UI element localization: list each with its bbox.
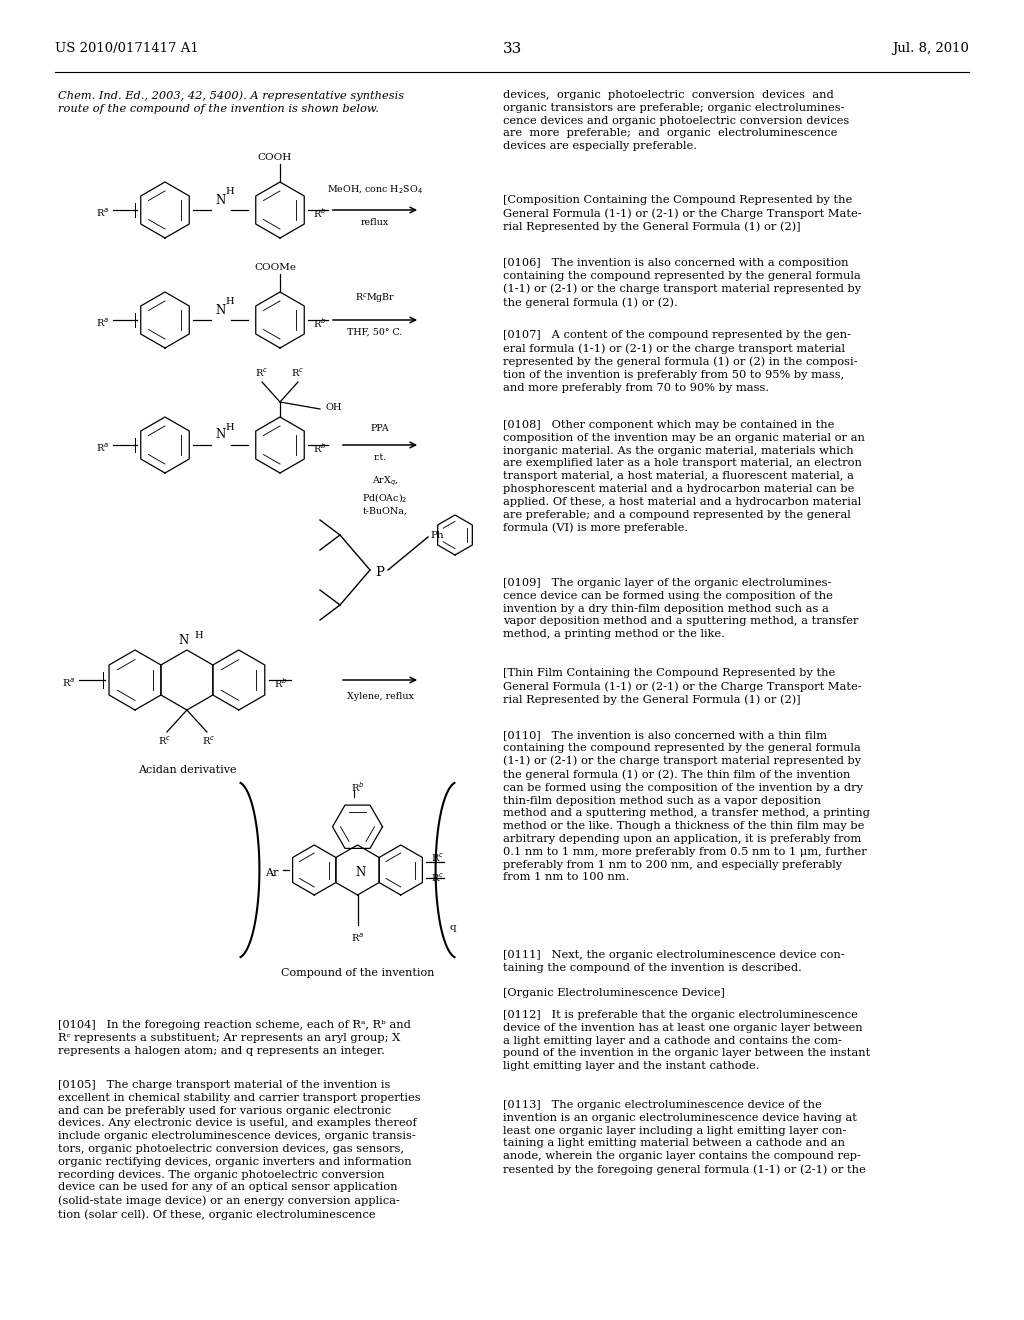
Text: THF, 50° C.: THF, 50° C. xyxy=(347,327,402,337)
Text: [0105]   The charge transport material of the invention is
excellent in chemical: [0105] The charge transport material of … xyxy=(58,1080,421,1220)
Text: [0110]   The invention is also concerned with a thin film
containing the compoun: [0110] The invention is also concerned w… xyxy=(503,730,869,882)
Text: N: N xyxy=(215,429,225,441)
Text: Ar: Ar xyxy=(265,869,279,878)
Text: Jul. 8, 2010: Jul. 8, 2010 xyxy=(892,42,969,55)
Text: N: N xyxy=(215,194,225,206)
Text: US 2010/0171417 A1: US 2010/0171417 A1 xyxy=(55,42,199,55)
Text: R$^b$: R$^b$ xyxy=(351,780,365,793)
Text: H: H xyxy=(225,422,233,432)
Text: [0106]   The invention is also concerned with a composition
containing the compo: [0106] The invention is also concerned w… xyxy=(503,257,861,308)
Text: reflux: reflux xyxy=(360,218,389,227)
Text: COOH: COOH xyxy=(258,153,292,162)
Text: N: N xyxy=(355,866,366,879)
Text: [0104]   In the foregoing reaction scheme, each of Rᵃ, Rᵇ and
Rᶜ represents a su: [0104] In the foregoing reaction scheme,… xyxy=(58,1020,411,1056)
Text: MeOH, conc H$_2$SO$_4$: MeOH, conc H$_2$SO$_4$ xyxy=(327,183,423,195)
Text: Xylene, reflux: Xylene, reflux xyxy=(346,692,414,701)
Text: q: q xyxy=(450,923,456,932)
Text: [0108]   Other component which may be contained in the
composition of the invent: [0108] Other component which may be cont… xyxy=(503,420,865,533)
Text: Compound of the invention: Compound of the invention xyxy=(281,969,434,978)
Text: t-BuONa,: t-BuONa, xyxy=(362,507,408,516)
Text: 33: 33 xyxy=(503,42,521,55)
Text: Acidan derivative: Acidan derivative xyxy=(137,766,237,775)
Text: R$^a$: R$^a$ xyxy=(61,677,75,689)
Text: R$^c$: R$^c$ xyxy=(431,871,443,884)
Text: [0107]   A content of the compound represented by the gen-
eral formula (1-1) or: [0107] A content of the compound represe… xyxy=(503,330,857,393)
Text: R$^c$: R$^c$ xyxy=(203,735,215,747)
Text: [0111]   Next, the organic electroluminescence device con-
taining the compound : [0111] Next, the organic electroluminesc… xyxy=(503,950,845,973)
Text: P: P xyxy=(375,566,384,579)
Text: R$^a$: R$^a$ xyxy=(351,931,365,944)
Text: [0113]   The organic electroluminescence device of the
invention is an organic e: [0113] The organic electroluminescence d… xyxy=(503,1100,865,1175)
Text: R$^b$: R$^b$ xyxy=(313,315,327,330)
Text: H: H xyxy=(225,187,233,197)
Text: R$^a$: R$^a$ xyxy=(96,207,109,219)
Text: R$^c$: R$^c$ xyxy=(292,367,304,379)
Text: H: H xyxy=(225,297,233,306)
Text: R$^c$: R$^c$ xyxy=(431,851,443,865)
Text: H: H xyxy=(195,631,204,640)
Text: r.t.: r.t. xyxy=(374,453,387,462)
Text: Ph: Ph xyxy=(430,531,443,540)
Text: Pd(OAc)$_2$: Pd(OAc)$_2$ xyxy=(362,491,408,504)
Text: devices,  organic  photoelectric  conversion  devices  and
organic transistors a: devices, organic photoelectric conversio… xyxy=(503,90,849,152)
Text: ArX$_q$,: ArX$_q$, xyxy=(372,475,398,488)
Text: [0112]   It is preferable that the organic electroluminescence
device of the inv: [0112] It is preferable that the organic… xyxy=(503,1010,870,1072)
Text: R$^c$: R$^c$ xyxy=(255,367,268,379)
Text: N: N xyxy=(179,634,189,647)
Text: [Organic Electroluminescence Device]: [Organic Electroluminescence Device] xyxy=(503,987,725,998)
Text: R$^c$: R$^c$ xyxy=(159,735,171,747)
Text: N: N xyxy=(215,304,225,317)
Text: OH: OH xyxy=(325,403,341,412)
Text: R$^a$: R$^a$ xyxy=(96,442,109,454)
Text: R$^c$MgBr: R$^c$MgBr xyxy=(354,290,395,305)
Text: R$^b$: R$^b$ xyxy=(273,676,287,690)
Text: [Thin Film Containing the Compound Represented by the
General Formula (1-1) or (: [Thin Film Containing the Compound Repre… xyxy=(503,668,861,705)
Text: PPA: PPA xyxy=(371,424,389,433)
Text: R$^b$: R$^b$ xyxy=(313,441,327,455)
Text: [Composition Containing the Compound Represented by the
General Formula (1-1) or: [Composition Containing the Compound Rep… xyxy=(503,195,861,232)
Text: [0109]   The organic layer of the organic electrolumines-
cence device can be fo: [0109] The organic layer of the organic … xyxy=(503,578,858,639)
Text: R$^b$: R$^b$ xyxy=(313,206,327,220)
Text: Chem. Ind. Ed., 2003, 42, 5400). A representative synthesis
route of the compoun: Chem. Ind. Ed., 2003, 42, 5400). A repre… xyxy=(58,90,404,114)
Text: COOMe: COOMe xyxy=(254,263,296,272)
Text: R$^a$: R$^a$ xyxy=(96,317,109,329)
